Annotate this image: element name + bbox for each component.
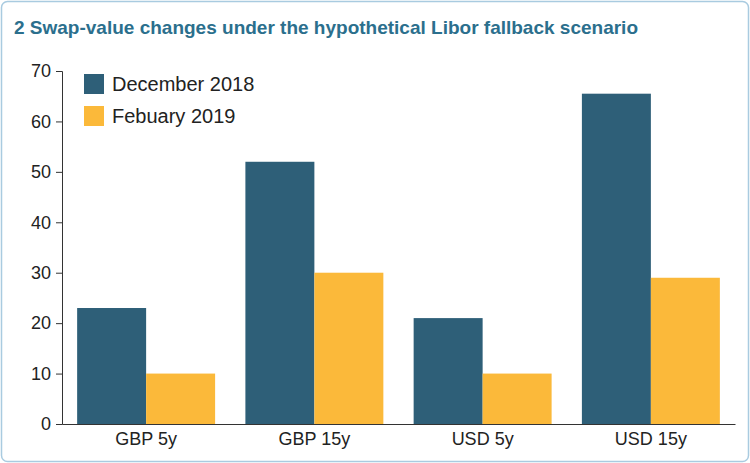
title: 2 Swap-value changes under the hypotheti…	[14, 17, 638, 38]
x-tick-label: USD 15y	[615, 429, 687, 449]
x-tick-label: GBP 15y	[279, 429, 351, 449]
y-axis: 0 10 20 30 40 50 60 70	[31, 61, 63, 434]
x-tick: GBP 5y	[115, 424, 177, 449]
y-tick-label: 40	[31, 213, 51, 233]
x-tick: USD 15y	[615, 424, 687, 449]
legend-swatch	[84, 106, 104, 126]
bar	[245, 162, 314, 424]
frame	[2, 2, 749, 462]
y-tick-label: 10	[31, 364, 51, 384]
y-tick: 0	[41, 414, 62, 434]
y-tick-mark	[56, 71, 62, 72]
y-tick-mark	[56, 323, 62, 324]
legend-item: Febuary 2019	[84, 105, 235, 127]
bar	[314, 273, 383, 424]
legend-label: Febuary 2019	[112, 105, 235, 127]
y-tick-mark	[56, 222, 62, 223]
y-tick: 50	[31, 162, 62, 182]
y-tick: 10	[31, 364, 62, 384]
bar	[651, 278, 720, 424]
y-tick-label: 0	[41, 414, 51, 434]
chart: 2 Swap-value changes under the hypotheti…	[0, 0, 750, 463]
y-tick-mark	[56, 374, 62, 375]
y-tick: 30	[31, 263, 62, 283]
bars	[77, 94, 720, 424]
y-tick-mark	[56, 273, 62, 274]
y-tick: 70	[31, 61, 62, 81]
series	[77, 94, 651, 424]
bar	[483, 374, 552, 424]
y-tick-label: 20	[31, 313, 51, 333]
y-tick: 40	[31, 213, 62, 233]
x-tick-label: GBP 5y	[115, 429, 177, 449]
legend-swatch	[84, 74, 104, 94]
legend-item: December 2018	[84, 73, 254, 95]
y-tick-mark	[56, 121, 62, 122]
y-tick-label: 30	[31, 263, 51, 283]
y-tick: 60	[31, 112, 62, 132]
x-tick: GBP 15y	[279, 424, 351, 449]
x-tick-label: USD 5y	[452, 429, 514, 449]
y-tick-mark	[56, 172, 62, 173]
bar	[582, 94, 651, 424]
legend-label: December 2018	[112, 73, 254, 95]
legend: December 2018 Febuary 2019	[84, 73, 254, 127]
bar	[146, 374, 215, 424]
y-tick-label: 50	[31, 162, 51, 182]
y-tick-label: 60	[31, 112, 51, 132]
bar	[414, 318, 483, 424]
series	[146, 273, 720, 424]
y-axis-line	[56, 72, 63, 425]
x-axis-line	[63, 424, 736, 425]
y-tick-mark	[56, 424, 62, 425]
x-axis: GBP 5y GBP 15y USD 5y USD 15y	[63, 424, 736, 449]
y-tick-label: 70	[31, 61, 51, 81]
y-tick: 20	[31, 313, 62, 333]
bar	[77, 308, 146, 424]
x-tick: USD 5y	[452, 424, 514, 449]
